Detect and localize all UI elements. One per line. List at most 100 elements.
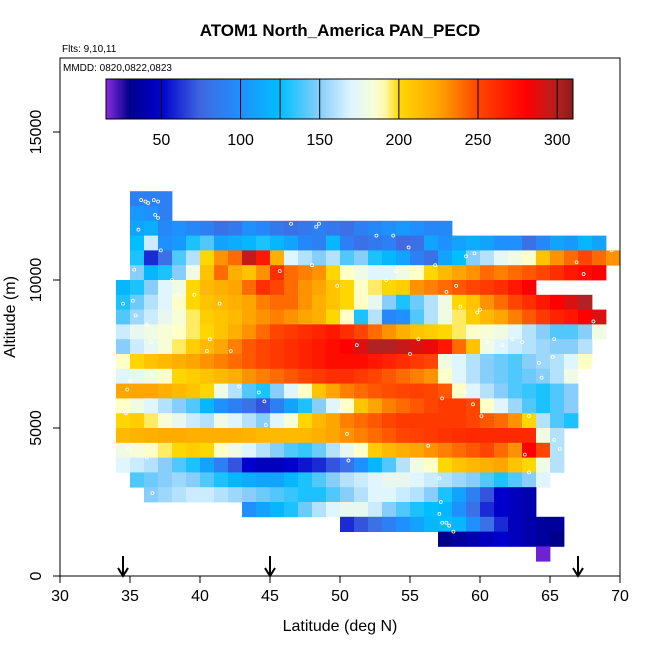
heatmap-cell [368,309,383,325]
heatmap-cell [186,368,201,384]
flight-point [354,343,359,348]
heatmap-cell [158,428,173,444]
heatmap-cell [298,324,313,340]
heatmap-cell [410,235,425,251]
heatmap-cell [340,220,355,236]
colorbar-tick-label: 50 [153,132,171,149]
heatmap-cell [256,339,271,355]
flight-point [478,307,482,312]
heatmap-cell [200,398,215,414]
heatmap-cell [438,531,453,547]
heatmap-cell [256,502,271,518]
flight-point [123,411,128,416]
heatmap-cell [326,383,341,399]
heatmap-cell [116,428,131,444]
flight-point [522,452,527,457]
heatmap-cell [522,324,537,340]
heatmap-cell [354,383,369,399]
heatmap-cell [228,442,243,458]
heatmap-cell [424,398,439,414]
heatmap-cell [508,428,523,444]
heatmap-cell [158,442,173,458]
heatmap-cell [480,383,495,399]
heatmap-cell [116,442,131,458]
heatmap-cell [536,250,551,266]
heatmap-cell [452,280,467,296]
heatmap-cell [466,368,481,384]
heatmap-cell [214,265,229,281]
heatmap-cell [172,220,187,236]
heatmap-cell [284,487,299,503]
heatmap-cell [368,398,383,414]
heatmap-cell [508,235,523,251]
heatmap-cell [578,354,593,370]
heatmap-cell [340,280,355,296]
heatmap-cell [270,235,285,251]
heatmap-cell [536,442,551,458]
flight-point [310,263,314,268]
heatmap-cell [368,324,383,340]
heatmap-cell [130,280,145,296]
heatmap-cell [410,354,425,370]
heatmap-cell [578,235,593,251]
heatmap-cell [550,516,565,532]
heatmap-cell [494,413,509,429]
heatmap-cell [340,250,355,266]
heatmap-cell [564,354,579,370]
heatmap-cell [354,324,369,340]
heatmap-cell [228,368,243,384]
heatmap-cell [396,294,411,310]
heatmap-cell [550,294,565,310]
heatmap-cell [270,442,285,458]
heatmap-cell [382,457,397,473]
heatmap-cell [522,383,537,399]
heatmap-cell [536,472,551,488]
heatmap-cell [270,309,285,325]
heatmap-cell [242,398,257,414]
flight-point [527,414,531,419]
heatmap-cell [256,428,271,444]
heatmap-cell [508,472,523,488]
heatmap-cell [284,339,299,355]
heatmap-cell [172,280,187,296]
heatmap-cell [228,487,243,503]
heatmap-cell [480,324,495,340]
heatmap-cell [340,294,355,310]
heatmap-cell [368,220,383,236]
heatmap-cell [466,516,481,532]
heatmap-cell [354,354,369,370]
heatmap-cell [130,368,145,384]
flight-point [149,340,153,345]
heatmap-cell [228,339,243,355]
heatmap-cell [354,265,369,281]
heatmap-cell [466,457,481,473]
heatmap-cell [368,235,383,251]
heatmap-cell [228,472,243,488]
heatmap-cell [522,309,537,325]
heatmap-cell [396,250,411,266]
heatmap-cell [298,235,313,251]
heatmap-cell [354,487,369,503]
heatmap-cell [410,324,425,340]
heatmap-cell [480,472,495,488]
heatmap-cell [214,428,229,444]
flight-point [151,198,156,202]
heatmap-cell [424,472,439,488]
heatmap-cell [326,250,341,266]
heatmap-cell [116,280,131,296]
heatmap-cell [480,457,495,473]
heatmap-cell [116,368,131,384]
heatmap-cell [382,339,397,355]
heatmap-cell [228,220,243,236]
heatmap-cell [564,294,579,310]
heatmap-cell [242,309,257,325]
heatmap-cell [354,442,369,458]
flight-point [433,263,438,268]
y-axis-label: Altitude (m) [2,276,19,358]
heatmap-cell [396,442,411,458]
heatmap-cell [410,487,425,503]
heatmap-cell [130,265,145,281]
heatmap-cell [130,472,145,488]
y-tick-label: 15000 [28,110,45,155]
colorbar-tick-label: 100 [227,132,254,149]
